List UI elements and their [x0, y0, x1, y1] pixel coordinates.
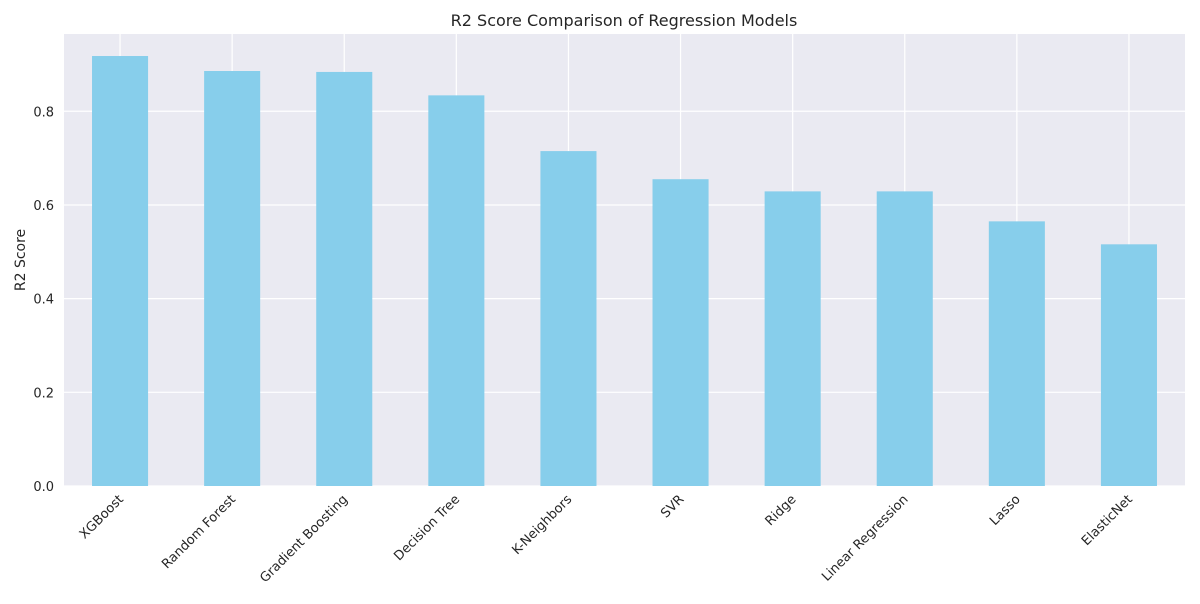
bar-random-forest — [204, 71, 261, 486]
x-tick-label: K-Neighbors — [510, 492, 576, 558]
y-axis-ticks: 0.0 0.2 0.4 0.6 0.8 — [33, 105, 54, 495]
x-tick-label: ElasticNet — [1079, 492, 1136, 549]
bar-gradient-boosting — [316, 71, 373, 487]
bar-ridge — [764, 191, 821, 486]
y-tick-label: 0.6 — [33, 199, 54, 214]
bar-elasticnet — [1100, 244, 1157, 486]
x-tick-label: Random Forest — [159, 492, 239, 572]
x-tick-label: XGBoost — [77, 492, 127, 542]
x-axis-ticks: XGBoost Random Forest Gradient Boosting Dec… — [77, 492, 1136, 586]
x-tick-label: Ridge — [763, 492, 800, 529]
x-tick-label: SVR — [658, 492, 687, 521]
bar-linear-regression — [876, 191, 933, 486]
y-tick-label: 0.8 — [33, 105, 54, 120]
chart-title: R2 Score Comparison of Regression Models — [451, 11, 798, 30]
y-axis-label: R2 Score — [13, 229, 29, 291]
y-tick-label: 0.2 — [33, 386, 54, 401]
y-tick-label: 0.0 — [33, 480, 54, 495]
bar-xgboost — [92, 56, 149, 487]
x-tick-label: Decision Tree — [391, 492, 463, 564]
bar-decision-tree — [428, 95, 485, 486]
bar-k-neighbors — [540, 151, 597, 486]
bar-lasso — [988, 221, 1045, 486]
bar-svr — [652, 179, 709, 486]
x-tick-label: Linear Regression — [819, 492, 911, 584]
y-tick-label: 0.4 — [33, 293, 54, 308]
x-tick-label: Gradient Boosting — [257, 492, 351, 586]
x-tick-label: Lasso — [987, 492, 1024, 529]
bars — [92, 56, 1157, 487]
